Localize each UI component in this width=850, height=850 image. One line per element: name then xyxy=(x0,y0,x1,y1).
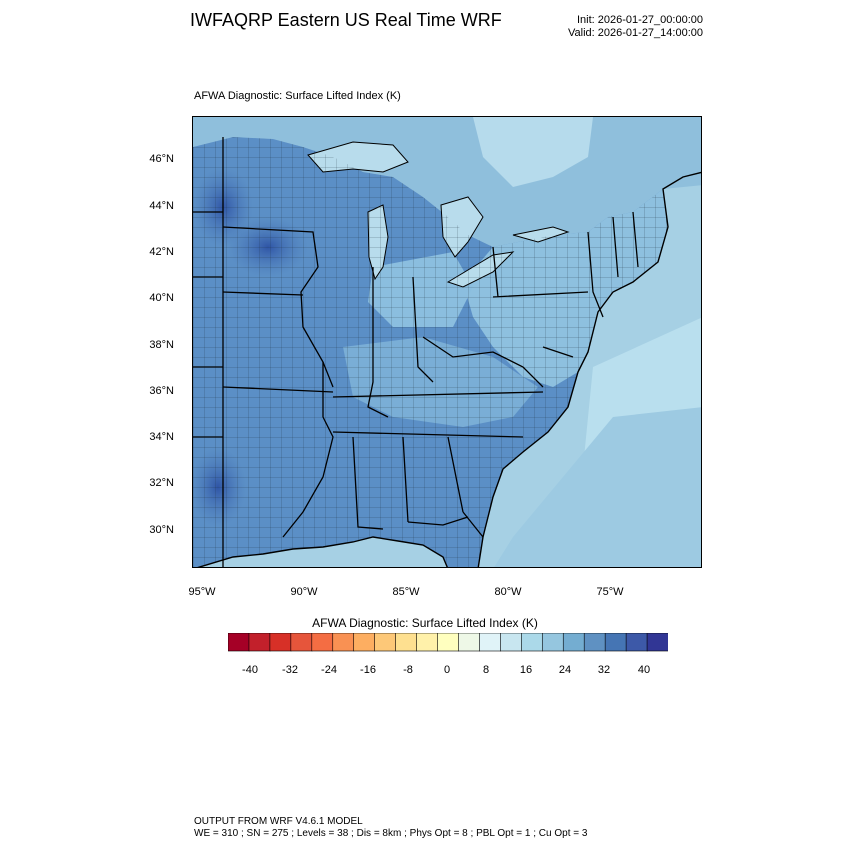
canada-light-field xyxy=(473,117,593,187)
model-footer: OUTPUT FROM WRF V4.6.1 MODEL WE = 310 ; … xyxy=(194,816,587,840)
lat-label-38: 38°N xyxy=(149,339,174,351)
colorbar-label: 32 xyxy=(597,664,611,676)
state-boundaries xyxy=(193,137,639,567)
colorbar-label: -16 xyxy=(360,664,376,676)
colorbar-swatch xyxy=(290,633,313,652)
deep-south-borders xyxy=(352,436,464,530)
state-lines-west xyxy=(193,211,223,438)
colorbar-swatch xyxy=(625,633,648,652)
colorbar-swatch xyxy=(332,633,355,652)
colorbar-swatch xyxy=(583,633,606,652)
valid-time: Valid: 2026-01-27_14:00:00 xyxy=(568,27,703,39)
colorbar-swatch xyxy=(479,633,501,652)
colorbar-swatch xyxy=(311,633,334,652)
colorbar-swatch xyxy=(500,633,522,652)
colorbar-swatch xyxy=(416,633,439,652)
colorbar-label: 0 xyxy=(443,664,451,676)
county-boundaries xyxy=(193,137,668,567)
map-panel xyxy=(192,116,702,568)
lon-label-95: 95°W xyxy=(188,586,216,598)
colorbar-title: AFWA Diagnostic: Surface Lifted Index (K… xyxy=(312,616,538,630)
kentucky-virginia-border xyxy=(422,336,544,388)
colorbar-label: 40 xyxy=(637,664,651,676)
atlantic-mid-field xyxy=(494,407,701,567)
missouri-lines xyxy=(222,291,334,393)
colorbar-label: 8 xyxy=(482,664,490,676)
run-time-info: Init: 2026-01-27_00:00:00 Valid: 2026-01… xyxy=(568,14,703,40)
colorbar-swatch xyxy=(604,633,627,652)
colorbar-swatch xyxy=(458,633,481,652)
colorbar-swatch xyxy=(395,633,418,652)
colorbar-label: -24 xyxy=(321,664,337,676)
lat-label-36: 36°N xyxy=(149,385,174,397)
coastline xyxy=(197,171,701,567)
colorbar-swatch xyxy=(374,633,397,652)
lon-label-75: 75°W xyxy=(596,586,624,598)
lat-label-42: 42°N xyxy=(149,246,174,258)
colorbar-label: 16 xyxy=(519,664,533,676)
footer-model-line: OUTPUT FROM WRF V4.6.1 MODEL xyxy=(194,816,363,827)
indiana-ohio-border xyxy=(412,276,434,383)
footer-config-line: WE = 310 ; SN = 275 ; Levels = 38 ; Dis … xyxy=(194,828,588,839)
colorbar-swatch xyxy=(562,633,585,652)
colorbar-label: 24 xyxy=(558,664,572,676)
lat-label-30: 30°N xyxy=(149,524,174,536)
colorbar-swatch xyxy=(437,633,460,652)
mississippi-river xyxy=(282,362,334,538)
tennessee-south-border xyxy=(332,431,524,438)
map-canvas xyxy=(193,117,701,567)
colorbar-swatch xyxy=(248,633,271,652)
lat-label-40: 40°N xyxy=(149,292,174,304)
colorbar xyxy=(228,633,668,652)
lat-label-46: 46°N xyxy=(149,153,174,165)
lake-ontario xyxy=(512,226,570,243)
tennessee-north-border xyxy=(332,391,544,398)
illinois-indiana-border xyxy=(367,267,389,418)
colorbar-swatch xyxy=(228,633,250,652)
page-title: IWFAQRP Eastern US Real Time WRF xyxy=(190,10,502,30)
colorbar-swatch xyxy=(521,633,543,652)
lat-label-44: 44°N xyxy=(149,200,174,212)
plot-label: AFWA Diagnostic: Surface Lifted Index (K… xyxy=(194,90,401,102)
lon-label-85: 85°W xyxy=(392,586,420,598)
colorbar-label: -40 xyxy=(242,664,258,676)
colorbar-swatch xyxy=(541,633,564,652)
lon-label-80: 80°W xyxy=(494,586,522,598)
colorbar-swatch xyxy=(353,633,376,652)
colorbar-label: -8 xyxy=(403,664,413,676)
lat-label-34: 34°N xyxy=(149,431,174,443)
colorbar-swatch xyxy=(646,633,668,652)
colorbar-swatch xyxy=(269,633,292,652)
lon-label-90: 90°W xyxy=(290,586,318,598)
init-time: Init: 2026-01-27_00:00:00 xyxy=(577,14,703,26)
florida-border xyxy=(407,511,484,538)
northeast-borders xyxy=(492,246,589,358)
colorbar-label: -32 xyxy=(282,664,298,676)
lat-label-32: 32°N xyxy=(149,477,174,489)
